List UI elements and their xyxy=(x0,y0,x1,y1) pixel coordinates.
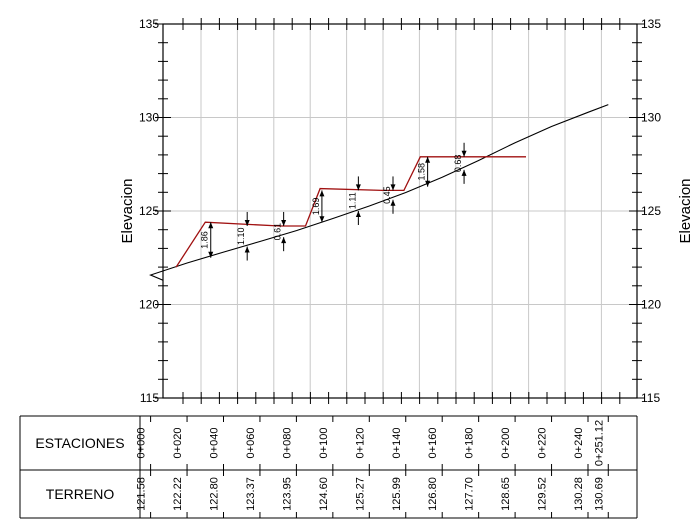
y-axis-title-right: Elevacion xyxy=(677,178,690,243)
marker-layer: 1.86 1.10 0.61 1.69 1.11 0.45 1.58 0.68 xyxy=(200,142,467,261)
terrain-cell: 128.65 xyxy=(500,477,512,511)
depth-label: 0.68 xyxy=(453,155,463,173)
terrain-cell: 129.52 xyxy=(537,477,549,511)
terrain-cell: 121.58 xyxy=(136,477,148,511)
terrain-cell: 130.69 xyxy=(593,477,605,511)
depth-arrow-head xyxy=(425,180,431,187)
y-tick-label-right: 115 xyxy=(641,391,660,405)
station-cell: 0+240 xyxy=(573,428,585,459)
depth-arrow-head xyxy=(281,219,287,226)
depth-arrow-head xyxy=(355,184,361,191)
depth-arrow-head xyxy=(425,156,431,163)
depth-label: 1.58 xyxy=(417,163,427,181)
y-tick-label-left: 115 xyxy=(140,391,159,405)
row-label-stations: ESTACIONES xyxy=(35,435,124,451)
y-tick-label-right: 130 xyxy=(641,111,661,125)
station-cell: 0+100 xyxy=(318,428,330,459)
station-cell: 0+120 xyxy=(354,428,366,459)
depth-arrow-head xyxy=(390,184,396,191)
depth-arrow-head xyxy=(461,169,467,176)
depth-label: 0.61 xyxy=(273,223,283,241)
y-tick-label-left: 125 xyxy=(139,204,159,218)
design-line xyxy=(175,156,526,268)
y-tick-label-left: 120 xyxy=(139,298,159,312)
data-table: ESTACIONES TERRENO 0+000 121.58 0+020 122.22 0… xyxy=(19,415,638,519)
station-cell: 0+140 xyxy=(391,428,403,459)
y-tick-label-left: 135 xyxy=(139,17,159,31)
depth-arrow-head xyxy=(319,190,325,197)
row-label-terrain: TERRENO xyxy=(46,486,115,502)
terrain-cell: 123.37 xyxy=(245,477,257,511)
terrain-line xyxy=(149,104,609,281)
station-cell: 0+000 xyxy=(136,428,148,459)
y-tick-label-right: 125 xyxy=(641,204,661,218)
depth-label: 1.69 xyxy=(311,198,321,216)
station-cell: 0+200 xyxy=(500,428,512,459)
depth-label: 1.11 xyxy=(347,192,357,209)
terrain-cell: 122.22 xyxy=(172,477,184,511)
tick-layer: 115 115 120 120 125 125 130 130 135 135 xyxy=(139,17,661,405)
depth-label: 0.45 xyxy=(382,186,392,204)
depth-arrow-head xyxy=(244,246,250,253)
terrain-cell: 125.27 xyxy=(354,477,366,511)
station-cell: 0+180 xyxy=(464,428,476,459)
terrain-cell: 126.80 xyxy=(427,477,439,511)
station-cell: 0+251.12 xyxy=(593,420,605,466)
terrain-cell: 122.80 xyxy=(209,477,221,511)
depth-arrow-head xyxy=(461,150,467,157)
terrain-cell: 124.60 xyxy=(318,477,330,511)
station-cell: 0+040 xyxy=(209,428,221,459)
depth-arrow-head xyxy=(390,199,396,206)
station-cell: 0+080 xyxy=(281,428,293,459)
depth-arrow-head xyxy=(244,219,250,226)
station-cell: 0+060 xyxy=(245,428,257,459)
depth-arrow-head xyxy=(281,237,287,244)
depth-arrow-head xyxy=(355,211,361,217)
depth-arrow-head xyxy=(208,251,214,258)
terrain-cell: 127.70 xyxy=(464,477,476,511)
terrain-cell: 130.28 xyxy=(573,477,585,511)
y-tick-label-right: 120 xyxy=(641,298,661,312)
terrain-cell: 125.99 xyxy=(391,477,403,511)
y-tick-label-right: 135 xyxy=(641,17,661,31)
depth-arrow-head xyxy=(319,216,325,223)
depth-arrow-head xyxy=(208,222,214,229)
depth-label: 1.86 xyxy=(200,231,210,249)
y-tick-label-left: 130 xyxy=(139,111,159,125)
series-layer xyxy=(149,104,609,281)
grid-layer xyxy=(163,24,637,398)
y-axis-title-left: Elevacion xyxy=(119,178,136,243)
depth-label: 1.10 xyxy=(236,227,246,245)
station-cell: 0+160 xyxy=(427,428,439,459)
station-cell: 0+220 xyxy=(537,428,549,459)
terrain-cell: 123.95 xyxy=(281,477,293,511)
station-cell: 0+020 xyxy=(172,428,184,459)
